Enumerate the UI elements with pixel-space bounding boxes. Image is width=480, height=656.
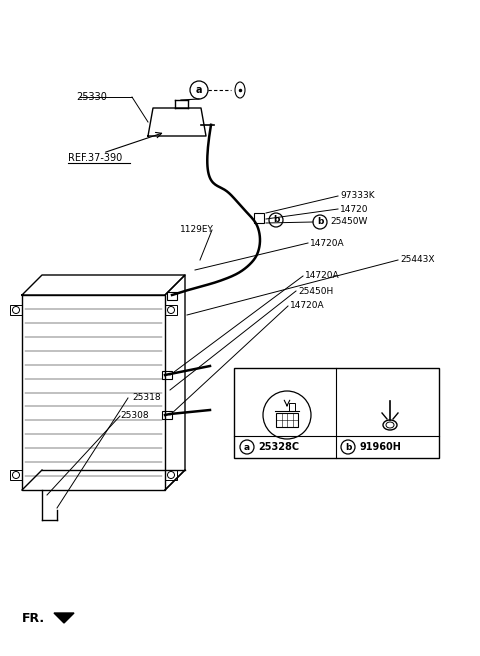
Text: 25450W: 25450W	[330, 218, 367, 226]
Bar	[276, 413, 298, 427]
Text: 14720A: 14720A	[290, 302, 324, 310]
Text: b: b	[317, 218, 323, 226]
Circle shape	[168, 472, 175, 478]
Text: a: a	[244, 443, 250, 451]
Text: 25328C: 25328C	[258, 442, 299, 452]
Polygon shape	[54, 613, 74, 623]
Text: 91960H: 91960H	[359, 442, 401, 452]
Text: 14720A: 14720A	[310, 239, 345, 247]
Bar	[10, 305, 22, 315]
Text: 25308: 25308	[120, 411, 149, 419]
Text: REF.37-390: REF.37-390	[68, 153, 122, 163]
Text: b: b	[345, 443, 351, 451]
Circle shape	[12, 472, 20, 478]
Text: FR.: FR.	[22, 611, 45, 625]
Bar	[162, 411, 172, 419]
Text: 1129EY: 1129EY	[180, 226, 214, 234]
Bar	[289, 403, 295, 411]
Text: b: b	[273, 216, 279, 224]
Text: 25330: 25330	[76, 92, 107, 102]
Bar	[165, 305, 177, 315]
Text: 97333K: 97333K	[340, 192, 374, 201]
Text: 14720A: 14720A	[305, 272, 340, 281]
Circle shape	[12, 306, 20, 314]
Bar	[10, 470, 22, 480]
Bar	[254, 213, 264, 223]
Bar	[234, 368, 439, 458]
Text: 14720: 14720	[340, 205, 369, 213]
Text: 25450H: 25450H	[298, 287, 333, 295]
Circle shape	[168, 306, 175, 314]
Text: 25443X: 25443X	[400, 255, 434, 264]
Text: a: a	[196, 85, 202, 95]
Bar	[165, 470, 177, 480]
Circle shape	[263, 391, 311, 439]
Text: 25318: 25318	[132, 394, 161, 403]
Bar	[167, 292, 177, 300]
Bar	[162, 371, 172, 379]
